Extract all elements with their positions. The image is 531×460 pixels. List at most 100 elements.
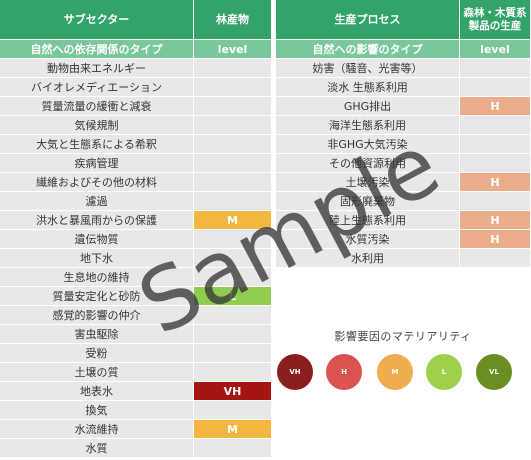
row-label: 疾病管理	[0, 154, 193, 172]
row-level: M	[194, 420, 271, 438]
row-level	[194, 401, 271, 419]
table-row: 動物由来エネルギー	[0, 59, 271, 77]
column-header-wood-products: 森林・木質系製品の生産	[460, 0, 530, 39]
row-label: 繊維およびその他の材料	[0, 173, 193, 191]
row-label: 非GHG大気汚染	[276, 135, 459, 153]
table-row: 生息地の維持	[0, 268, 271, 286]
table-row: GHG排出 H	[276, 97, 530, 115]
impact-table: 生産プロセス 森林・木質系製品の生産 自然への影響のタイプ level 妨害（騒…	[276, 0, 530, 267]
row-level	[194, 135, 271, 153]
table-row: バイオレメディエーション	[0, 78, 271, 96]
table-row: 土壌の質	[0, 363, 271, 381]
table-row: 受粉	[0, 344, 271, 362]
table-row: 疾病管理	[0, 154, 271, 172]
row-level	[194, 59, 271, 77]
row-level	[194, 192, 271, 210]
row-level	[460, 154, 530, 172]
dependency-table-subheader: 自然への依存関係のタイプ level	[0, 40, 271, 58]
row-label: バイオレメディエーション	[0, 78, 193, 96]
row-label: 遺伝物質	[0, 230, 193, 248]
row-label: 陸上生態系利用	[276, 211, 459, 229]
row-label: 土壌汚染	[276, 173, 459, 191]
legend-dot-vh: VH	[277, 354, 313, 390]
table-row: 遺伝物質	[0, 230, 271, 248]
row-label: 害虫駆除	[0, 325, 193, 343]
table-row: 地下水	[0, 249, 271, 267]
column-header-production-process: 生産プロセス	[276, 0, 459, 39]
row-label: 水流維持	[0, 420, 193, 438]
subheader-level: level	[194, 40, 271, 58]
row-label: 動物由来エネルギー	[0, 59, 193, 77]
column-header-subsector: サブセクター	[0, 0, 193, 39]
table-row: 海洋生態系利用	[276, 116, 530, 134]
row-label: 質量安定化と砂防	[0, 287, 193, 305]
subheader-dependency-type: 自然への依存関係のタイプ	[0, 40, 193, 58]
row-label: その他資源利用	[276, 154, 459, 172]
table-row: 害虫駆除	[0, 325, 271, 343]
row-level: L	[194, 287, 271, 305]
row-label: 質量流量の緩衝と減衰	[0, 97, 193, 115]
row-label: 生息地の維持	[0, 268, 193, 286]
table-row: 淡水 生態系利用	[276, 78, 530, 96]
dependency-table: サブセクター 林産物 自然への依存関係のタイプ level 動物由来エネルギーバ…	[0, 0, 271, 457]
table-row: 固形廃棄物	[276, 192, 530, 210]
row-label: 感覚的影響の仲介	[0, 306, 193, 324]
row-level	[460, 249, 530, 267]
row-level: M	[194, 211, 271, 229]
row-level	[194, 116, 271, 134]
row-level	[460, 78, 530, 96]
row-label: 濾過	[0, 192, 193, 210]
row-level	[194, 230, 271, 248]
materiality-legend: 影響要因のマテリアリティ VH H M L VL	[276, 328, 530, 394]
table-row: 土壌汚染 H	[276, 173, 530, 191]
row-label: 換気	[0, 401, 193, 419]
row-label: 洪水と暴風雨からの保護	[0, 211, 193, 229]
legend-dot-h: H	[326, 354, 362, 390]
subheader-impact-type: 自然への影響のタイプ	[276, 40, 459, 58]
legend-dot-m: M	[377, 354, 413, 390]
table-row: 非GHG大気汚染	[276, 135, 530, 153]
table-row: 妨害（騒音、光害等）	[276, 59, 530, 77]
table-row: 感覚的影響の仲介	[0, 306, 271, 324]
table-row: 水質汚染 H	[276, 230, 530, 248]
row-level	[460, 192, 530, 210]
table-row: 気候規制	[0, 116, 271, 134]
legend-dot-vl: VL	[476, 354, 512, 390]
row-label: 受粉	[0, 344, 193, 362]
table-row: 繊維およびその他の材料	[0, 173, 271, 191]
dependency-table-header: サブセクター 林産物	[0, 0, 271, 39]
table-row: 水流維持 M	[0, 420, 271, 438]
row-label: 水利用	[276, 249, 459, 267]
row-level: H	[460, 230, 530, 248]
row-label: 土壌の質	[0, 363, 193, 381]
row-label: 固形廃棄物	[276, 192, 459, 210]
row-level	[194, 325, 271, 343]
row-label: 妨害（騒音、光害等）	[276, 59, 459, 77]
row-label: 淡水 生態系利用	[276, 78, 459, 96]
row-label: 水質汚染	[276, 230, 459, 248]
row-level: H	[460, 173, 530, 191]
row-level	[194, 97, 271, 115]
impact-table-header: 生産プロセス 森林・木質系製品の生産	[276, 0, 530, 39]
legend-dots: VH H M L VL	[276, 354, 530, 394]
row-level	[194, 173, 271, 191]
row-level: H	[460, 211, 530, 229]
row-label: 水質	[0, 439, 193, 457]
table-row: 水利用	[276, 249, 530, 267]
row-level	[460, 59, 530, 77]
table-row: 洪水と暴風雨からの保護 M	[0, 211, 271, 229]
column-header-forest-products: 林産物	[194, 0, 271, 39]
table-row: 水質	[0, 439, 271, 457]
row-level	[194, 439, 271, 457]
table-row: 換気	[0, 401, 271, 419]
legend-title: 影響要因のマテリアリティ	[334, 330, 472, 343]
dependency-table-body: 動物由来エネルギー バイオレメディエーション 質量流量の緩衝と減衰 気候規制 大気と生態…	[0, 59, 271, 457]
table-row: その他資源利用	[276, 154, 530, 172]
row-label: 海洋生態系利用	[276, 116, 459, 134]
impact-table-body: 妨害（騒音、光害等） 淡水 生態系利用 GHG排出 H 海洋生態系利用 非GHG大気汚染そ…	[276, 59, 530, 267]
table-row: 質量安定化と砂防 L	[0, 287, 271, 305]
row-level	[194, 154, 271, 172]
legend-dot-l: L	[426, 354, 462, 390]
row-level	[194, 306, 271, 324]
table-row: 濾過	[0, 192, 271, 210]
